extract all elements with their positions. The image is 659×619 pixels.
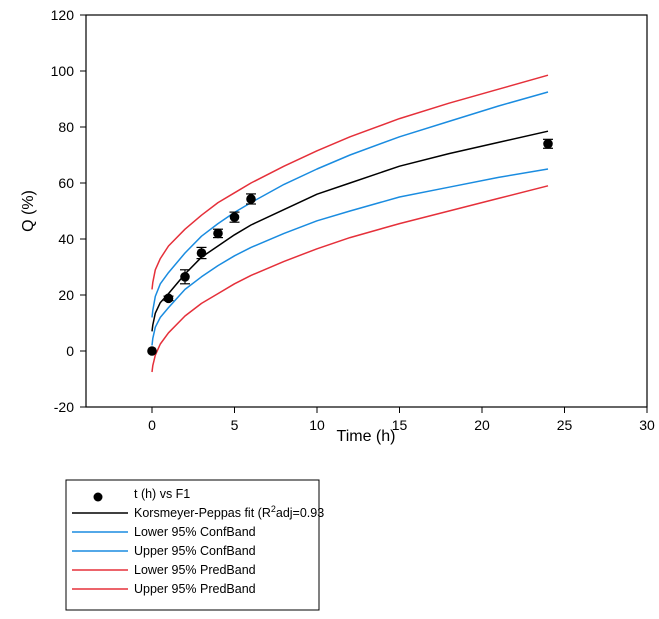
legend-label-text: Upper 95% PredBand	[134, 582, 256, 596]
legend-marker	[93, 492, 103, 502]
series-line	[151, 91, 549, 318]
legend-label: Upper 95% ConfBand	[134, 544, 256, 558]
legend-label-text: Lower 95% ConfBand	[134, 525, 256, 539]
legend-label-suffix: adj=0.93	[276, 506, 324, 520]
legend-label: t (h) vs F1	[134, 487, 190, 501]
data-point	[213, 228, 223, 239]
legend: t (h) vs F1 Korsmeyer-Peppas fit (R2adj=0…	[65, 479, 324, 611]
legend-label-text: t (h) vs F1	[134, 487, 190, 501]
plot-frame	[85, 14, 648, 408]
data-point	[196, 248, 207, 258]
y-tick-label: 40	[58, 231, 74, 247]
y-tick-label: -20	[54, 399, 74, 415]
x-tick-label: 5	[231, 417, 239, 433]
data-point	[163, 293, 174, 304]
x-tick-label: 25	[557, 417, 573, 433]
data-point	[180, 272, 190, 282]
legend-label: Lower 95% PredBand	[134, 563, 256, 577]
y-tick-label: 60	[58, 175, 74, 191]
legend-label: Upper 95% PredBand	[134, 582, 256, 596]
y-tick-label: 80	[58, 119, 74, 135]
data-point	[147, 346, 157, 356]
x-tick-label: 10	[309, 417, 325, 433]
legend-label-text: Lower 95% PredBand	[134, 563, 256, 577]
series-line	[151, 74, 549, 290]
y-axis-title: Q (%)	[20, 190, 37, 232]
y-tick-label: 120	[51, 7, 75, 23]
legend-label: Lower 95% ConfBand	[134, 525, 256, 539]
legend-label-superscript: 2	[271, 504, 276, 514]
x-tick-label: 20	[474, 417, 490, 433]
series-line	[151, 185, 549, 373]
x-tick-label: 0	[148, 417, 156, 433]
x-tick-label: 30	[639, 417, 655, 433]
y-tick-label: 0	[66, 343, 74, 359]
series-layer	[147, 74, 553, 373]
data-point	[246, 194, 256, 204]
legend-items: t (h) vs F1 Korsmeyer-Peppas fit (R2adj=0…	[72, 487, 324, 596]
y-tick-label: 100	[51, 63, 75, 79]
data-point	[543, 139, 553, 149]
legend-label: Korsmeyer-Peppas fit (R2adj=0.93	[134, 504, 324, 520]
x-axis-title: Time (h)	[337, 428, 396, 445]
y-tick-label: 20	[58, 287, 74, 303]
axis-ticks: 0 5 10 15 20 25 30 -20 0 20 40 60 80 100 120	[51, 7, 655, 433]
legend-label-text: Upper 95% ConfBand	[134, 544, 256, 558]
data-point	[229, 212, 240, 222]
plot-area	[85, 14, 648, 408]
x-tick-label: 15	[392, 417, 408, 433]
series-line	[151, 130, 549, 332]
legend-label-text: Korsmeyer-Peppas fit (R	[134, 506, 271, 520]
series-line	[151, 168, 549, 346]
